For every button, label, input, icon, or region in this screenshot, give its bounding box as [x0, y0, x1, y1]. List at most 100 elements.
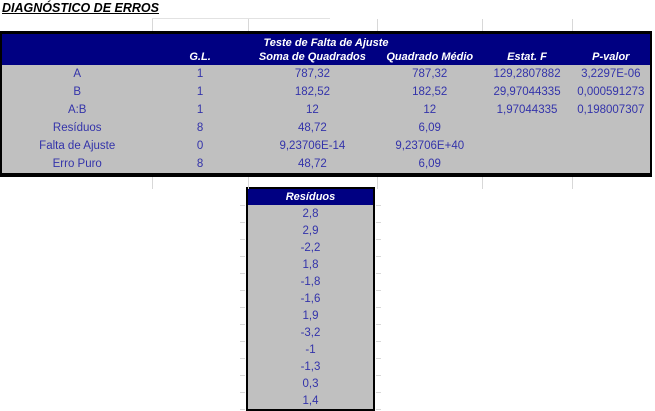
anova-column-header-estat-f[interactable]: Estat. F [482, 49, 572, 65]
anova-row-label[interactable]: B [1, 83, 153, 101]
residual-cell[interactable]: 2,8 [247, 205, 374, 222]
anova-cell[interactable]: 9,23706E-14 [247, 137, 378, 155]
anova-cell[interactable]: 29,97044335 [482, 83, 572, 101]
anova-row: B 1 182,52 182,52 29,97044335 0,000591273 [1, 83, 651, 101]
anova-cell[interactable]: 0,000591273 [571, 83, 651, 101]
anova-cell[interactable]: 9,23706E+40 [377, 137, 483, 155]
gridline-tick [240, 392, 245, 393]
anova-row-label[interactable]: Falta de Ajuste [1, 137, 153, 155]
anova-cell[interactable] [571, 137, 651, 155]
residual-cell[interactable]: 1,8 [247, 256, 374, 273]
gridline-tick [240, 222, 245, 223]
anova-cell[interactable] [482, 119, 572, 137]
anova-cell[interactable]: 3,2297E-06 [571, 65, 651, 83]
anova-cell[interactable]: 129,2807882 [482, 65, 572, 83]
gridline-tick [240, 307, 245, 308]
gridline-tick [152, 177, 153, 189]
residual-cell[interactable]: 2,9 [247, 222, 374, 239]
anova-cell[interactable] [482, 155, 572, 175]
gridline-tick [248, 19, 249, 31]
gridline-tick [240, 341, 245, 342]
anova-cell[interactable]: 1 [152, 65, 248, 83]
residual-cell[interactable]: 1,9 [247, 307, 374, 324]
residual-cell[interactable]: -1,8 [247, 273, 374, 290]
anova-cell[interactable] [571, 155, 651, 175]
gridline-tick [572, 177, 573, 189]
anova-row: A 1 787,32 787,32 129,2807882 3,2297E-06 [1, 65, 651, 83]
residual-row: -2,2 [247, 239, 374, 256]
anova-cell[interactable] [571, 119, 651, 137]
gridline-tick [240, 375, 245, 376]
anova-cell[interactable]: 6,09 [377, 155, 483, 175]
residual-row: -1,6 [247, 290, 374, 307]
residual-row: -3,2 [247, 324, 374, 341]
anova-row-label[interactable]: Erro Puro [1, 155, 153, 175]
residual-row: 2,8 [247, 205, 374, 222]
anova-cell[interactable]: 0 [152, 137, 248, 155]
anova-table: Teste de Falta de Ajuste G.L. Soma de Qua… [0, 31, 652, 177]
anova-column-header-gl[interactable]: G.L. [152, 49, 248, 65]
gridline-tick [377, 19, 378, 31]
gridline-tick [240, 290, 245, 291]
gridline-tick [376, 256, 381, 257]
anova-column-header-label[interactable] [1, 49, 153, 65]
anova-cell[interactable]: 1 [152, 83, 248, 101]
anova-row-label[interactable]: Resíduos [1, 119, 153, 137]
residual-cell[interactable]: -1 [247, 341, 374, 358]
anova-column-header-p-valor[interactable]: P-valor [571, 49, 651, 65]
anova-cell[interactable]: 182,52 [377, 83, 483, 101]
gridline-tick [376, 222, 381, 223]
anova-cell[interactable]: 1,97044335 [482, 101, 572, 119]
anova-cell[interactable]: 787,32 [377, 65, 483, 83]
anova-table-caption[interactable]: Teste de Falta de Ajuste [1, 32, 651, 49]
anova-cell[interactable]: 182,52 [247, 83, 378, 101]
anova-cell[interactable]: 12 [247, 101, 378, 119]
gridline-tick [376, 324, 381, 325]
gridline-tick [376, 341, 381, 342]
gridline-tick [482, 19, 483, 31]
gridline-tick [376, 239, 381, 240]
anova-column-header-soma-de-quadrados[interactable]: Soma de Quadrados [247, 49, 378, 65]
residual-row: 1,4 [247, 392, 374, 410]
residual-cell[interactable]: 1,4 [247, 392, 374, 410]
residual-cell[interactable]: -1,3 [247, 358, 374, 375]
anova-cell[interactable]: 12 [377, 101, 483, 119]
anova-row: A:B 1 12 12 1,97044335 0,198007307 [1, 101, 651, 119]
anova-column-header-quadrado-medio[interactable]: Quadrado Médio [377, 49, 483, 65]
residual-cell[interactable]: -2,2 [247, 239, 374, 256]
sheet-title: DIAGNÓSTICO DE ERROS [2, 1, 159, 15]
residual-row: 1,9 [247, 307, 374, 324]
gridline-tick [240, 273, 245, 274]
gridline-tick [240, 205, 245, 206]
anova-cell[interactable]: 48,72 [247, 155, 378, 175]
anova-row: Resíduos 8 48,72 6,09 [1, 119, 651, 137]
residual-cell[interactable]: 0,3 [247, 375, 374, 392]
anova-cell[interactable]: 8 [152, 119, 248, 137]
residual-cell[interactable]: -3,2 [247, 324, 374, 341]
gridline-tick [152, 19, 153, 31]
gridline-tick [240, 324, 245, 325]
anova-row-label[interactable]: A:B [1, 101, 153, 119]
gridline-tick [376, 392, 381, 393]
gridline-tick [376, 375, 381, 376]
anova-cell[interactable]: 0,198007307 [571, 101, 651, 119]
anova-cell[interactable]: 6,09 [377, 119, 483, 137]
anova-cell[interactable] [482, 137, 572, 155]
anova-row: Erro Puro 8 48,72 6,09 [1, 155, 651, 175]
anova-cell[interactable]: 48,72 [247, 119, 378, 137]
residual-row: -1,3 [247, 358, 374, 375]
anova-cell[interactable]: 1 [152, 101, 248, 119]
anova-cell[interactable]: 787,32 [247, 65, 378, 83]
residual-cell[interactable]: -1,6 [247, 290, 374, 307]
gridline-tick [240, 239, 245, 240]
residuals-table-caption[interactable]: Resíduos [247, 188, 374, 205]
gridline [152, 18, 330, 19]
anova-row-label[interactable]: A [1, 65, 153, 83]
anova-cell[interactable]: 8 [152, 155, 248, 175]
residual-row: -1,8 [247, 273, 374, 290]
gridline-tick [376, 290, 381, 291]
residuals-table: Resíduos 2,8 2,9 -2,2 1,8 -1,8 -1,6 1,9 -3,2 -1-… [246, 187, 375, 411]
gridline-tick [377, 177, 378, 189]
gridline-tick [376, 273, 381, 274]
